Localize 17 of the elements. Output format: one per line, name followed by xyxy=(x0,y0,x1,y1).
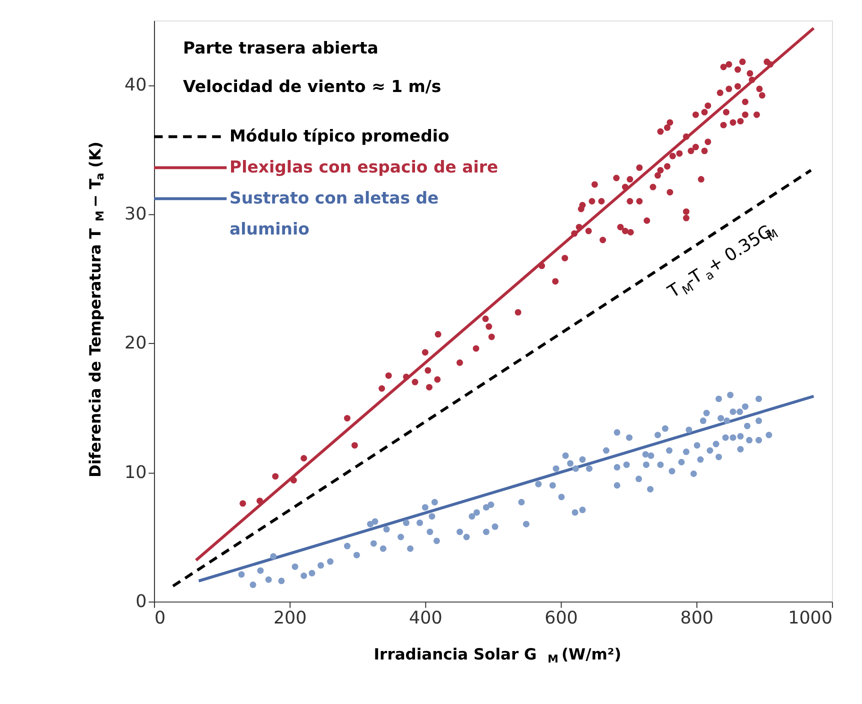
legend-label: Plexiglas con espacio de aire xyxy=(230,158,498,177)
x-tick-label: 200 xyxy=(273,608,307,628)
annotation: Velocidad de viento ≈ 1 m/s xyxy=(183,77,442,96)
y-tick-label: 0 xyxy=(136,592,147,612)
x-tick-label: 600 xyxy=(544,608,578,628)
y-tick-label: 30 xyxy=(124,204,147,224)
y-tick-label: 10 xyxy=(124,462,147,483)
x-tick-label: 400 xyxy=(409,608,442,628)
legend-label: Sustrato con aletas de aluminio xyxy=(230,188,439,239)
annotation: Parte trasera abierta xyxy=(183,38,378,58)
x-tick-label: 0 xyxy=(154,608,166,628)
y-tick-label: 20 xyxy=(124,334,147,354)
x-tick-label: 1000 xyxy=(788,608,832,628)
y-axis-title: Diferencia de Temperatura TM − Ta (K) xyxy=(86,142,106,478)
legend-label: Módulo típico promedio xyxy=(230,126,450,146)
y-tick-label: 40 xyxy=(124,75,147,96)
x-tick-label: 800 xyxy=(680,608,714,628)
